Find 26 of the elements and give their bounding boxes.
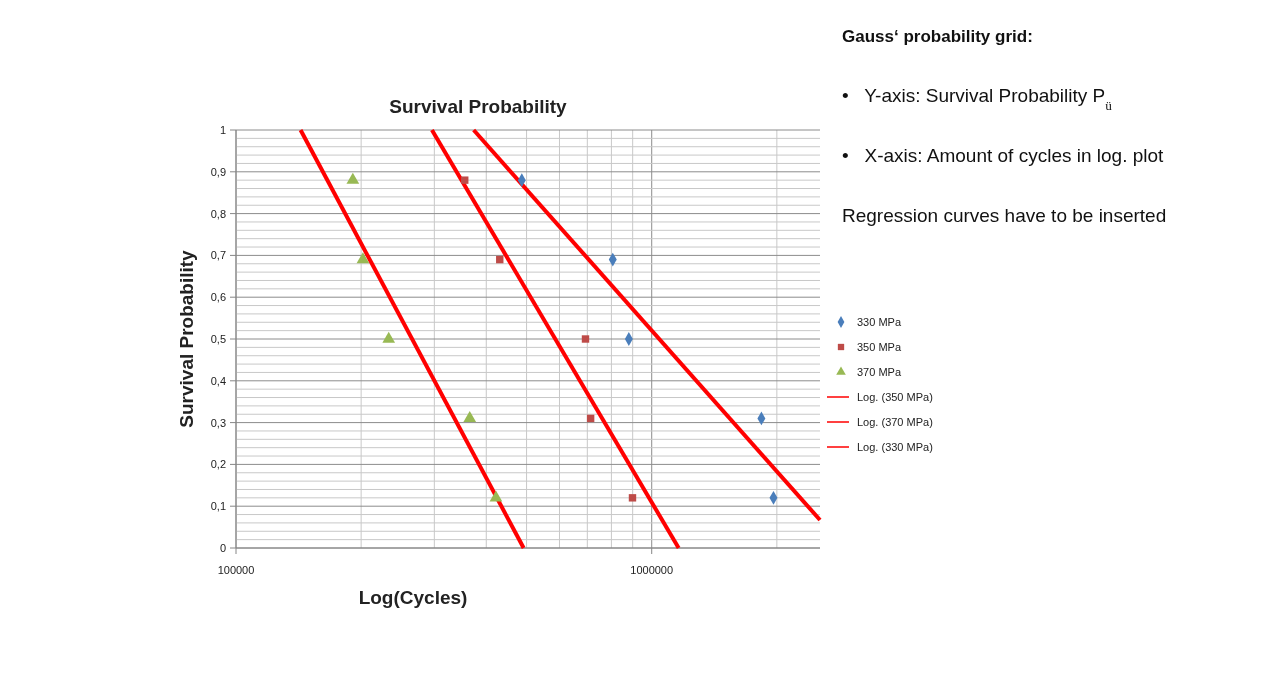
text: Regression curves have to be inserted: [842, 205, 1167, 226]
text: • X-axis: Amount of cycles in log. plot: [842, 145, 1165, 166]
legend-label: Log. (370 MPa): [857, 416, 933, 428]
x-tick-label: 100000: [217, 564, 255, 576]
x-tick-label: 1000000: [630, 564, 674, 576]
y-tick-label: 0,7: [210, 249, 226, 262]
legend-label: 370 MPa: [857, 366, 902, 378]
y-tick-label: 0,9: [210, 165, 226, 178]
legend-label: 330 MPa: [857, 316, 902, 328]
text: • Y-axis: Survival Probability P$_{ü}$: [842, 85, 1113, 113]
legend-label: Log. (350 MPa): [857, 391, 933, 403]
y-tick-label: 0,1: [210, 500, 226, 513]
y-tick-label: 1: [219, 124, 226, 136]
y-tick-label: 0,3: [210, 416, 226, 429]
y-tick-label: 0,2: [210, 458, 226, 471]
legend-label: 350 MPa: [857, 341, 902, 353]
y-tick-label: 0,4: [210, 374, 226, 387]
text: Gauss‘ probability grid:: [842, 27, 1033, 46]
x-axis-title: Log(Cycles): [358, 587, 468, 608]
y-tick-label: 0,5: [210, 333, 226, 345]
y-tick-label: 0,8: [210, 207, 226, 220]
y-tick-label: 0,6: [210, 291, 226, 304]
y-axis-title: Survival Probability: [176, 249, 197, 428]
legend-label: Log. (330 MPa): [857, 441, 933, 453]
y-tick-label: 0: [219, 542, 226, 554]
chart-title: Survival Probability: [389, 96, 568, 117]
